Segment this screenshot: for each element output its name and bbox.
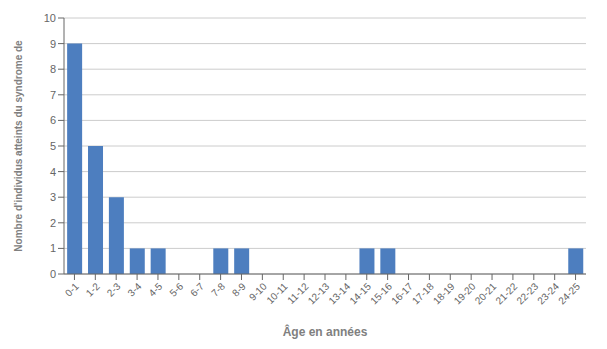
svg-text:15-16: 15-16 [368, 280, 394, 306]
svg-text:18-19: 18-19 [431, 280, 457, 306]
svg-text:19-20: 19-20 [452, 280, 478, 306]
svg-text:24-25: 24-25 [556, 280, 582, 306]
svg-text:Âge en années: Âge en années [283, 324, 368, 339]
svg-text:17-18: 17-18 [410, 280, 436, 306]
svg-text:22-23: 22-23 [514, 280, 540, 306]
svg-text:23-24: 23-24 [535, 280, 561, 306]
svg-text:5-6: 5-6 [167, 280, 185, 298]
svg-text:9-10: 9-10 [246, 280, 269, 303]
svg-text:1-2: 1-2 [84, 280, 102, 298]
svg-text:5: 5 [50, 140, 56, 152]
svg-text:7-8: 7-8 [209, 280, 227, 298]
svg-text:13-14: 13-14 [326, 280, 352, 306]
svg-text:7: 7 [50, 89, 56, 101]
svg-text:9: 9 [50, 38, 56, 50]
svg-text:16-17: 16-17 [389, 280, 415, 306]
svg-text:4-5: 4-5 [146, 280, 164, 298]
svg-text:11-12: 11-12 [285, 280, 311, 306]
svg-text:0: 0 [50, 268, 56, 280]
svg-text:8-9: 8-9 [230, 280, 248, 298]
svg-text:8: 8 [50, 63, 56, 75]
svg-text:6-7: 6-7 [188, 280, 206, 298]
svg-text:21-22: 21-22 [493, 280, 519, 306]
svg-text:1: 1 [50, 242, 56, 254]
svg-text:10: 10 [44, 12, 56, 24]
svg-text:20-21: 20-21 [473, 280, 499, 306]
svg-text:2-3: 2-3 [105, 280, 123, 298]
svg-text:10-11: 10-11 [264, 280, 290, 306]
svg-text:12-13: 12-13 [306, 280, 332, 306]
svg-text:3: 3 [50, 191, 56, 203]
svg-text:0-1: 0-1 [63, 280, 81, 298]
svg-text:14-15: 14-15 [347, 280, 373, 306]
svg-text:2: 2 [50, 217, 56, 229]
svg-text:4: 4 [50, 166, 56, 178]
svg-text:Nombre d'individus atteints du: Nombre d'individus atteints du syndrome … [13, 40, 24, 252]
svg-text:3-4: 3-4 [126, 280, 144, 298]
svg-text:6: 6 [50, 114, 56, 126]
